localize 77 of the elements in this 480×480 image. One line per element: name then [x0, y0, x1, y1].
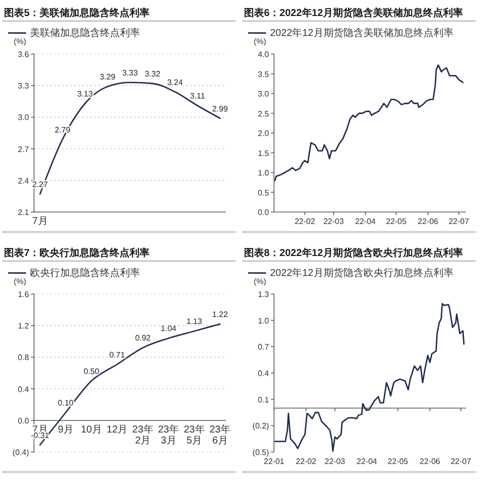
- x-tick-label: 7月: [32, 216, 48, 227]
- x-tick-label: 22-06: [420, 457, 441, 466]
- x-tick-label: 22-01: [264, 457, 285, 466]
- y-tick-label: 0.5: [258, 188, 270, 198]
- legend-label: 2022年12月期货隐含美联储加息终点利率: [270, 27, 454, 39]
- data-label: 3.24: [167, 78, 184, 87]
- y-axis-title: (%): [254, 37, 267, 46]
- data-label: 2.99: [212, 104, 228, 114]
- x-tick-label: 9月: [58, 424, 74, 436]
- data-label: 0.71: [109, 350, 126, 360]
- data-label: 3.32: [144, 69, 161, 78]
- y-tick-label: 1.2: [18, 322, 30, 331]
- y-tick-label: 0.1: [258, 395, 270, 404]
- y-tick-label: 3.0: [258, 90, 270, 98]
- y-tick-label: 1.5: [258, 148, 270, 158]
- x-tick-label: 22-06: [418, 217, 439, 226]
- y-tick-label: 0.8: [18, 353, 30, 362]
- y-tick-label: 3.3: [18, 82, 30, 91]
- data-label: 0.10: [58, 398, 74, 408]
- data-label: 3.13: [77, 90, 94, 99]
- y-tick-label: (0.5): [252, 448, 270, 457]
- y-tick-label: 0.7: [258, 342, 270, 352]
- x-tick-label: 22-05: [386, 217, 407, 226]
- data-label: 1.04: [160, 324, 177, 334]
- x-tick-label: 22-07: [450, 457, 472, 466]
- x-tick-label: 22-05: [388, 457, 409, 466]
- y-tick-label: 2.5: [258, 109, 270, 118]
- data-label: 3.11: [190, 92, 206, 101]
- y-tick-label: (0.4): [12, 448, 30, 457]
- line-series: [274, 302, 465, 452]
- x-tick-label: 22-02: [294, 217, 316, 226]
- y-tick-label: 0.0: [258, 208, 270, 217]
- chart-title: 图表6：2022年12月期货隐含美联储加息终点利率: [244, 7, 463, 19]
- y-tick-label: 0.4: [18, 384, 30, 394]
- y-tick-label: 1.0: [258, 168, 270, 178]
- data-label: 3.29: [100, 72, 116, 82]
- legend-label: 美联储加息隐含终点利率: [30, 27, 140, 39]
- y-tick-label: 1.6: [18, 290, 30, 299]
- y-tick-label: 2.4: [18, 176, 30, 186]
- y-tick-label: 0.4: [258, 369, 270, 378]
- x-tick-label: 23年6月: [209, 423, 231, 446]
- x-tick-label: 22-04: [356, 457, 378, 466]
- x-tick-label: 23年5月: [184, 423, 205, 446]
- y-axis-title: (%): [14, 277, 27, 286]
- y-tick-label: 4.0: [258, 50, 270, 59]
- data-label: 3.33: [122, 68, 138, 78]
- y-tick-label: 1.0: [258, 316, 270, 326]
- y-axis-title: (%): [14, 37, 27, 46]
- y-tick-label: (0.2): [252, 422, 270, 431]
- chart-title: 图表8：2022年12月期货隐含欧央行加息终点利率: [244, 247, 463, 259]
- data-label: 0.50: [84, 366, 100, 376]
- y-tick-label: 1.3: [258, 290, 270, 299]
- x-tick-label: 22-07: [448, 217, 470, 226]
- y-axis-title: (%): [254, 277, 267, 286]
- legend-label: 欧央行加息隐含终点利率: [30, 267, 140, 279]
- y-tick-label: 2.1: [18, 208, 30, 217]
- legend-label: 2022年12月期货隐含欧央行加息终点利率: [270, 267, 454, 279]
- y-tick-label: 2.7: [18, 144, 30, 154]
- x-tick-label: 22-04: [355, 217, 376, 226]
- x-tick-label: 12月: [106, 424, 128, 436]
- x-tick-label: 22-03: [323, 217, 344, 226]
- y-tick-label: 0.0: [18, 416, 30, 426]
- y-tick-label: 3.6: [18, 50, 30, 59]
- x-tick-label: 23年2月: [132, 423, 154, 446]
- data-label: 0.92: [135, 334, 152, 343]
- data-label: 1.13: [186, 317, 203, 326]
- x-tick-label: 23年3月: [158, 423, 180, 446]
- y-tick-label: 3.0: [18, 113, 30, 122]
- chart-title: 图表5：美联储加息隐含终点利率: [4, 7, 150, 19]
- line-series: [274, 64, 464, 182]
- data-label: 1.22: [212, 310, 228, 320]
- x-tick-label: 22-03: [324, 457, 346, 466]
- chart-title: 图表7：欧央行加息隐含终点利率: [4, 247, 150, 259]
- y-tick-label: 3.5: [258, 70, 270, 79]
- x-tick-label: 22-02: [296, 457, 317, 466]
- x-tick-label: 10月: [80, 424, 102, 436]
- y-tick-label: 2.0: [258, 129, 270, 138]
